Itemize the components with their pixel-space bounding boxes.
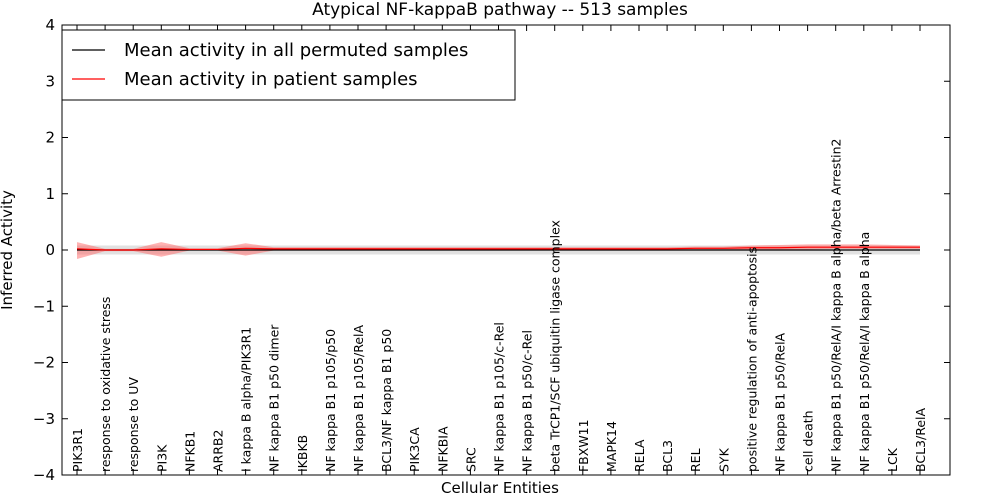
x-category-label: BCL3/NF kappa B1 p50 — [379, 329, 394, 472]
x-category-label: ARRB2 — [211, 430, 226, 472]
x-category-label: BCL3 — [660, 440, 675, 472]
x-category-label: NFKB1 — [182, 431, 197, 472]
chart-title: Atypical NF-kappaB pathway -- 513 sample… — [312, 0, 688, 20]
x-category-label: LCK — [885, 447, 900, 472]
x-category-label: NF kappa B1 p50/RelA — [773, 332, 788, 472]
x-category-label: NFKBIA — [435, 426, 450, 472]
x-category-label: NF kappa B1 p105/p50 — [323, 329, 338, 472]
x-category-label: BCL3/RelA — [913, 408, 928, 472]
x-category-label: PIK3CA — [407, 427, 422, 472]
legend-label-patient: Mean activity in patient samples — [124, 69, 418, 90]
x-category-label: cell death — [801, 410, 816, 472]
y-tick-label: −4 — [33, 466, 55, 484]
x-category-label: NF kappa B1 p105/c-Rel — [492, 322, 507, 472]
x-category-label: response to oxidative stress — [98, 297, 113, 472]
y-tick-label: −1 — [33, 297, 55, 315]
x-category-label: NF kappa B1 p50/RelA/I kappa B alpha/bet… — [829, 139, 844, 472]
x-category-label: NF kappa B1 p50/RelA/I kappa B alpha — [857, 232, 872, 472]
y-tick-label: 0 — [45, 241, 55, 259]
y-axis-label: Inferred Activity — [0, 190, 16, 310]
y-tick-label: −3 — [33, 410, 55, 428]
x-category-label: beta TrCP1/SCF ubiquitin ligase complex — [548, 220, 563, 472]
x-category-label: SYK — [716, 447, 731, 472]
y-tick-label: 3 — [45, 72, 55, 90]
legend-box — [61, 29, 516, 101]
x-category-label: NF kappa B1 p50 dimer — [267, 324, 282, 472]
x-category-label: I kappa B alpha/PIK3R1 — [239, 327, 254, 472]
plot-frame — [61, 24, 951, 476]
x-category-label: positive regulation of anti-apoptosis — [744, 247, 759, 472]
y-tick-label: −2 — [33, 354, 55, 372]
y-tick-label: 4 — [45, 16, 55, 34]
legend: Mean activity in all permuted samples Me… — [61, 29, 516, 101]
x-category-label: MAPK14 — [604, 421, 619, 472]
x-category-label: SRC — [463, 447, 478, 472]
x-category-label: IKBKB — [295, 435, 310, 472]
x-category-label: PIK3R1 — [70, 428, 85, 472]
x-category-label: REL — [688, 448, 703, 472]
legend-label-permuted: Mean activity in all permuted samples — [124, 40, 468, 61]
x-category-label: PI3K — [154, 444, 169, 472]
series-line-patient — [76, 246, 920, 251]
x-category-label: NF kappa B1 p105/RelA — [351, 325, 366, 472]
x-category-label: RELA — [632, 439, 647, 472]
y-tick-label: 1 — [45, 185, 55, 203]
y-tick-label: 2 — [45, 129, 55, 147]
x-category-label: response to UV — [126, 377, 141, 472]
x-category-label: NF kappa B1 p50/c-Rel — [520, 330, 535, 472]
x-axis-label: Cellular Entities — [441, 479, 559, 497]
x-category-label: FBXW11 — [576, 419, 591, 472]
